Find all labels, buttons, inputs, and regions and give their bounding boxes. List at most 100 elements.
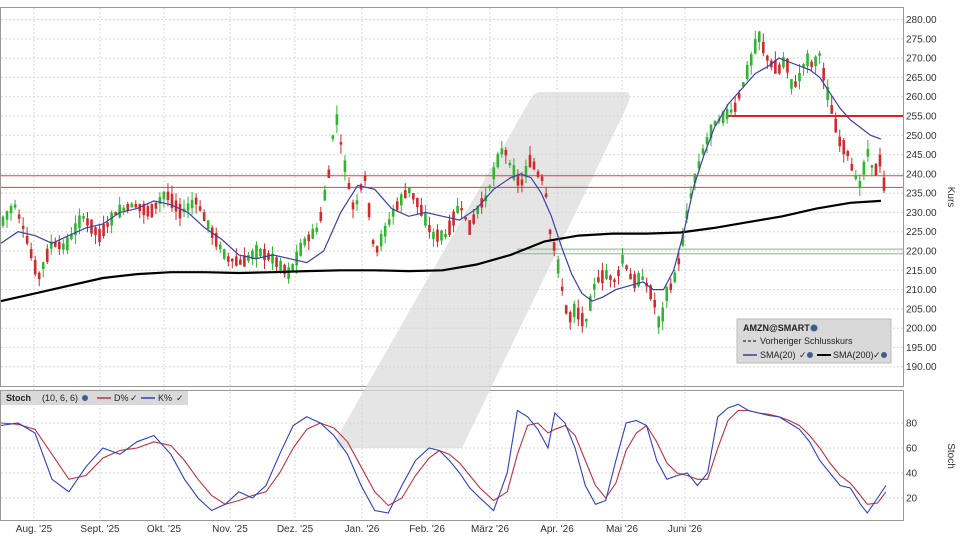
- legend-title-eye-icon[interactable]: [810, 324, 818, 332]
- candle-body: [49, 241, 53, 249]
- candle-body: [231, 258, 234, 262]
- candle-body: [174, 200, 178, 212]
- candle-body: [741, 82, 745, 87]
- legend-title: AMZN@SMART: [743, 323, 810, 333]
- candle-body: [878, 154, 882, 167]
- stoch-d-check-icon[interactable]: ✓: [130, 393, 138, 403]
- candle-body: [412, 193, 415, 200]
- legend-sma20-label: SMA(20): [760, 350, 796, 360]
- x-tick-label: Apr. '26: [540, 524, 574, 535]
- candle-body: [170, 193, 174, 209]
- candle-body: [613, 279, 616, 282]
- candle-body: [862, 161, 866, 175]
- candle-body: [25, 235, 29, 244]
- candle-body: [472, 214, 475, 224]
- candle-body: [41, 262, 45, 269]
- candle-body: [444, 233, 447, 238]
- candle-body: [520, 179, 524, 186]
- stoch-k-check-icon[interactable]: ✓: [176, 393, 184, 403]
- legend-sma200-eye-icon[interactable]: [881, 352, 887, 358]
- candle-body: [564, 305, 568, 314]
- candle-body: [279, 260, 282, 271]
- stoch-eye-icon[interactable]: [82, 395, 88, 401]
- candle-body: [162, 191, 166, 200]
- candle-body: [560, 286, 564, 291]
- stoch-tick-label: 80: [906, 419, 918, 430]
- candle-body: [158, 197, 162, 205]
- candle-body: [532, 161, 536, 170]
- candle-body: [568, 312, 572, 323]
- candle-body: [705, 136, 709, 145]
- stoch-k-label: K%: [158, 393, 172, 403]
- price-tick-label: 220.00: [906, 247, 937, 258]
- candle-body: [548, 229, 552, 234]
- candle-body: [235, 256, 238, 266]
- candle-body: [327, 169, 331, 178]
- price-tick-label: 205.00: [906, 304, 937, 315]
- candle-body: [508, 162, 512, 166]
- candle-body: [335, 114, 339, 125]
- candle-body: [786, 58, 789, 73]
- candle-body: [733, 102, 737, 112]
- candle-body: [66, 237, 69, 251]
- candle-body: [753, 39, 757, 54]
- candle-body: [544, 193, 548, 198]
- candle-body: [271, 253, 274, 264]
- candle-body: [420, 204, 423, 216]
- candle-body: [255, 244, 258, 259]
- candle-body: [685, 210, 689, 220]
- legend-sma200-label: SMA(200): [833, 350, 874, 360]
- price-tick-label: 260.00: [906, 92, 937, 103]
- price-tick-label: 265.00: [906, 73, 937, 84]
- candle-body: [214, 233, 218, 247]
- candle-body: [126, 203, 130, 211]
- price-tick-label: 240.00: [906, 169, 937, 180]
- candle-body: [251, 250, 254, 260]
- candle-body: [142, 203, 146, 216]
- candle-body: [226, 256, 230, 262]
- candle-body: [629, 273, 632, 280]
- candle-body: [82, 216, 85, 219]
- legend-sma20-check-icon[interactable]: ✓: [799, 350, 807, 360]
- candle-body: [287, 267, 290, 279]
- candle-body: [774, 60, 777, 74]
- candle-body: [331, 135, 335, 139]
- candle-body: [496, 153, 500, 168]
- stoch-d-line: [0, 409, 887, 507]
- candle-body: [468, 220, 471, 235]
- candle-body: [243, 255, 246, 267]
- stoch-k-line: [0, 403, 887, 514]
- candle-body: [842, 140, 846, 155]
- legend-sma20-eye-icon[interactable]: [807, 352, 813, 358]
- legend-sma200-check-icon[interactable]: ✓: [873, 350, 881, 360]
- candle-body: [762, 41, 765, 54]
- candle-body: [198, 206, 202, 211]
- candle-body: [826, 86, 829, 101]
- candle-body: [677, 258, 681, 265]
- candle-body: [593, 283, 596, 290]
- candle-body: [782, 56, 785, 68]
- price-tick-label: 230.00: [906, 208, 937, 219]
- x-tick-label: Aug. '25: [16, 524, 53, 535]
- candle-body: [259, 248, 262, 257]
- candle-body: [866, 148, 870, 157]
- candle-body: [150, 204, 154, 218]
- candle-body: [436, 229, 439, 242]
- candle-body: [395, 201, 399, 210]
- candle-body: [870, 165, 874, 168]
- candle-body: [202, 212, 206, 222]
- candle-body: [134, 204, 138, 208]
- candle-body: [661, 307, 665, 322]
- candle-body: [178, 203, 182, 219]
- candle-body: [351, 202, 355, 210]
- candle-body: [500, 148, 504, 155]
- candle-body: [448, 220, 451, 235]
- candle-body: [399, 194, 403, 206]
- candle-body: [681, 234, 685, 246]
- candle-body: [693, 174, 697, 184]
- price-tick-label: 215.00: [906, 266, 937, 277]
- candle-body: [778, 64, 781, 74]
- candle-body: [516, 174, 520, 186]
- candle-body: [818, 53, 821, 56]
- candle-body: [617, 270, 620, 277]
